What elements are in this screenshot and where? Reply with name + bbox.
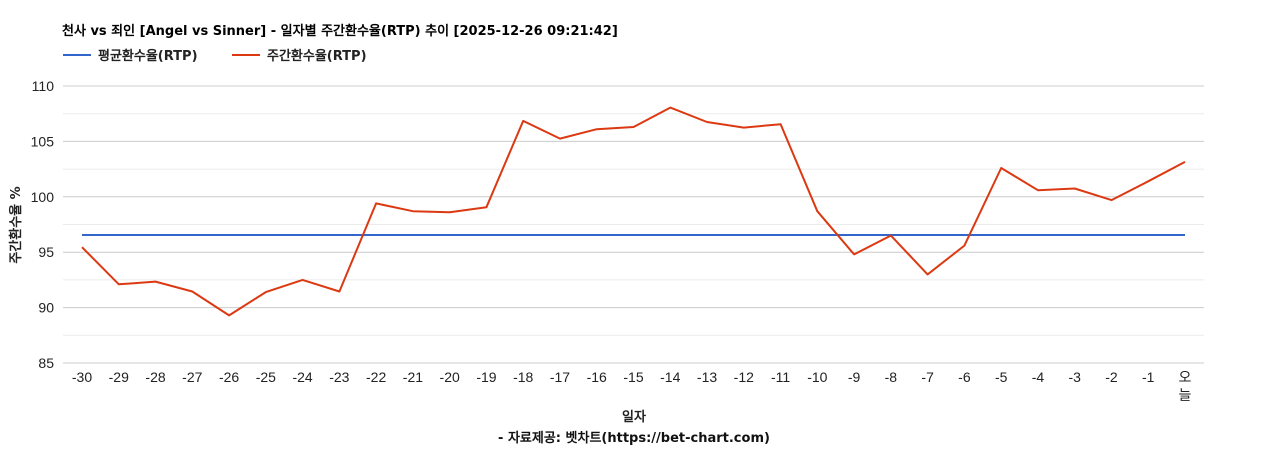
x-axis-title: 일자 [622,410,646,425]
y-tick-label: 110 [32,78,55,94]
x-tick-label: -8 [885,369,898,385]
y-tick-label: 85 [38,355,54,371]
source-credit: - 자료제공: 벳차트(https://bet-chart.com) [498,430,770,446]
x-tick-label: -2 [1105,369,1118,385]
y-tick-label: 90 [38,300,54,316]
x-tick-label: -13 [697,369,717,385]
legend-label-weekly-rtp: 주간환수율(RTP) [267,48,367,64]
weekly-rtp-line[interactable] [81,106,1186,317]
x-tick-label: -26 [219,369,239,385]
y-tick-label: 105 [31,133,55,149]
y-axis-ticks: 85 90 95 100 105 110 [31,78,55,371]
x-tick-label: -21 [403,369,423,385]
legend-label-average-rtp: 평균환수율(RTP) [98,48,198,64]
gridlines [63,85,1204,364]
x-tick-label: -16 [587,369,607,385]
data-series [81,106,1186,317]
legend-item-weekly-rtp[interactable]: 주간환수율(RTP) [232,48,367,64]
x-tick-label: -10 [807,369,827,385]
x-tick-label: -7 [921,369,934,385]
y-tick-label: 100 [31,189,55,205]
x-tick-label: 늘 [1179,387,1192,403]
x-tick-label: -14 [660,369,680,385]
x-tick-label: -4 [1032,369,1045,385]
y-tick-label: 95 [38,244,54,260]
y-axis-title: 주간환수율 % [8,186,24,263]
x-tick-label: -25 [256,369,276,385]
x-tick-label: -30 [72,369,92,385]
x-tick-label: -22 [366,369,386,385]
x-tick-label: -12 [734,369,754,385]
x-tick-label: -29 [109,369,129,385]
legend-item-average-rtp[interactable]: 평균환수율(RTP) [63,48,198,64]
x-tick-label: -9 [848,369,861,385]
x-axis-ticks: -30 -29 -28 -27 -26 -25 -24 -23 -22 -21 -20 -19 -18 -… [72,369,1192,403]
x-tick-label: -18 [513,369,533,385]
x-tick-label: -19 [476,369,496,385]
x-tick-label: -20 [440,369,460,385]
chart-title: 천사 vs 죄인 [Angel vs Sinner] - 일자별 주간환수율(R… [62,23,618,39]
x-tick-label: -11 [771,369,790,385]
x-tick-label: -28 [145,369,165,385]
x-tick-label: -3 [1068,369,1081,385]
x-tick-label: -1 [1142,369,1155,385]
x-tick-label: -6 [958,369,971,385]
x-tick-label: -15 [623,369,643,385]
x-tick-label: -23 [329,369,349,385]
x-tick-label: -17 [550,369,570,385]
x-tick-label: -24 [292,369,312,385]
x-tick-label: -27 [182,369,202,385]
legend: 평균환수율(RTP) 주간환수율(RTP) [63,48,367,64]
x-tick-label: -5 [995,369,1008,385]
x-tick-label: 오 [1179,369,1192,385]
